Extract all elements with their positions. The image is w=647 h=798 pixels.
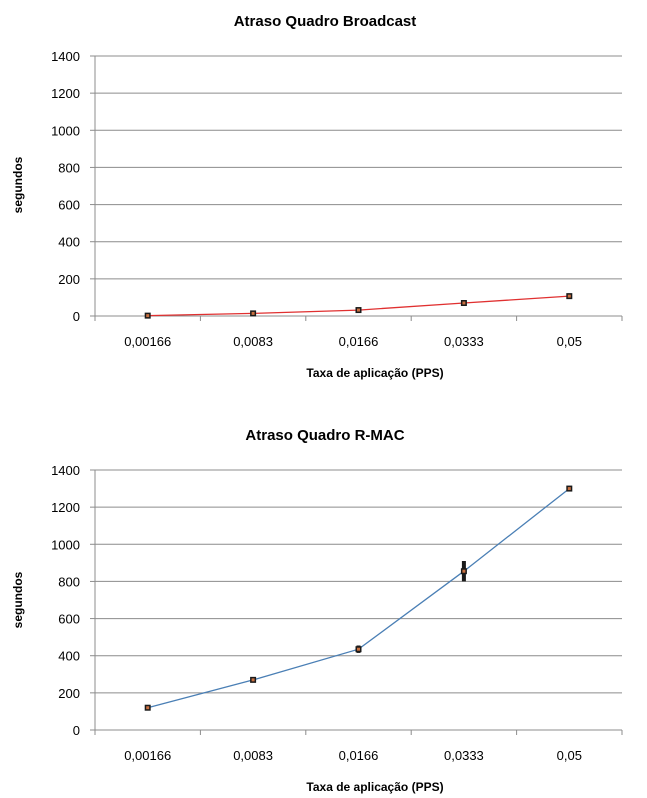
y-tick-label: 200 — [58, 272, 80, 287]
y-tick-label: 400 — [58, 235, 80, 250]
y-tick-label: 600 — [58, 612, 80, 627]
y-tick-label: 1400 — [51, 49, 80, 64]
y-tick-label: 1200 — [51, 86, 80, 101]
data-point-center — [146, 314, 150, 318]
x-tick-label: 0,0083 — [233, 334, 273, 349]
y-tick-label: 800 — [58, 574, 80, 589]
data-point-center — [146, 706, 150, 710]
data-point-center — [462, 569, 466, 573]
y-tick-label: 1400 — [51, 463, 80, 478]
y-tick-label: 200 — [58, 686, 80, 701]
data-point-center — [462, 301, 466, 305]
y-tick-label: 1000 — [51, 537, 80, 552]
data-point-center — [567, 294, 571, 298]
data-point-center — [357, 647, 360, 651]
data-point-center — [357, 308, 360, 312]
x-axis-label: Taxa de aplicação (PPS) — [306, 366, 443, 380]
data-series — [144, 485, 573, 711]
y-tick-labels: 0 200 400 600 800 1000 1200 1400 — [51, 463, 80, 738]
x-tick-label: 0,0083 — [233, 748, 273, 763]
y-tick-label: 600 — [58, 198, 80, 213]
y-tick-labels: 0 200 400 600 800 1000 1200 1400 — [51, 49, 80, 324]
data-point-center — [251, 311, 255, 315]
y-tick-label: 800 — [58, 160, 80, 175]
x-tick-label: 0,0333 — [444, 748, 484, 763]
y-tick-label: 1200 — [51, 500, 80, 515]
y-tick-label: 1000 — [51, 123, 80, 138]
x-tick-label: 0,00166 — [124, 334, 171, 349]
y-tick-label: 400 — [58, 649, 80, 664]
x-tick-label: 0,0166 — [339, 748, 379, 763]
y-tick-label: 0 — [73, 309, 80, 324]
x-tick-labels: 0,00166 0,0083 0,0166 0,0333 0,05 — [124, 334, 582, 349]
x-tick-label: 0,05 — [557, 748, 582, 763]
chart-rmac: Atraso Quadro R-MAC segundos Taxa de apl… — [11, 427, 623, 794]
chart-broadcast: Atraso Quadro Broadcast segundos Taxa de… — [11, 13, 623, 380]
y-axis-label: segundos — [11, 571, 25, 628]
chart-title: Atraso Quadro Broadcast — [234, 13, 417, 30]
y-tick-label: 0 — [73, 723, 80, 738]
x-axis-label: Taxa de aplicação (PPS) — [306, 780, 443, 794]
data-point-center — [251, 678, 255, 682]
x-tick-label: 0,0333 — [444, 334, 484, 349]
x-tick-label: 0,0166 — [339, 334, 379, 349]
grid-lines — [90, 469, 623, 735]
data-point-center — [567, 487, 571, 491]
series-line — [147, 488, 570, 709]
x-tick-label: 0,05 — [557, 334, 582, 349]
data-series — [144, 293, 573, 319]
chart-title: Atraso Quadro R-MAC — [245, 427, 404, 444]
grid-lines — [90, 55, 623, 321]
x-tick-label: 0,00166 — [124, 748, 171, 763]
y-axis-label: segundos — [11, 156, 25, 213]
x-tick-labels: 0,00166 0,0083 0,0166 0,0333 0,05 — [124, 748, 582, 763]
